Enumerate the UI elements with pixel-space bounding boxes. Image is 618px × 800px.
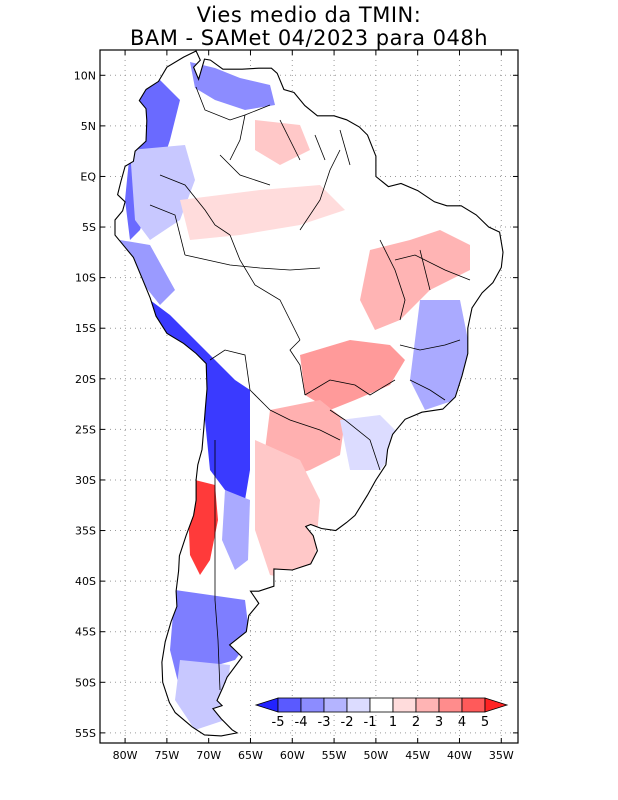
lon-label: 40W <box>447 749 472 762</box>
lat-label: 10N <box>74 69 96 82</box>
lat-label: 20S <box>75 373 96 386</box>
colorbar-label: 3 <box>435 715 443 730</box>
lat-label: EQ <box>80 170 96 183</box>
argentina-warm <box>255 440 320 580</box>
lat-label: 25S <box>75 423 96 436</box>
colorbar-label: -2 <box>341 715 354 730</box>
lon-label: 60W <box>280 749 305 762</box>
colorbar-arrow-low <box>254 697 279 713</box>
colorbar-segment <box>323 697 348 713</box>
colorbar: -5 -4 -3 -2 -1 1 2 3 4 5 <box>254 697 509 730</box>
lon-label: 65W <box>238 749 263 762</box>
colorbar-segment <box>392 697 417 713</box>
colorbar-label: 4 <box>458 715 466 730</box>
lat-label: 45S <box>75 626 96 639</box>
lat-label: 40S <box>75 575 96 588</box>
lon-label: 55W <box>322 749 347 762</box>
lat-label: 30S <box>75 474 96 487</box>
map-frame <box>99 49 519 744</box>
colorbar-segment <box>277 697 302 713</box>
lon-label: 80W <box>113 749 138 762</box>
lon-label: 45W <box>405 749 430 762</box>
longitude-labels: 80W 75W 70W 65W 60W 55W 50W 45W 40W 35W <box>113 749 514 762</box>
colorbar-segment <box>346 697 371 713</box>
latitude-labels: 10N 5N EQ 5S 10S 15S 20S 25S 30S 35S 40S 45S 50S 55S <box>74 69 97 740</box>
venezuela-cold-bias <box>190 62 275 110</box>
colorbar-label: 5 <box>481 715 489 730</box>
amazon-light-warm <box>180 185 345 240</box>
peru-coast-mixed <box>120 240 175 305</box>
lat-label: 35S <box>75 525 96 538</box>
lon-label: 50W <box>363 749 388 762</box>
colorbar-label: -1 <box>364 715 377 730</box>
colombia-light-cold <box>130 145 195 240</box>
bias-field <box>118 62 470 730</box>
colorbar-label: -4 <box>295 715 308 730</box>
guiana-warm <box>255 120 310 165</box>
brazil-east-cold <box>410 300 470 410</box>
colorbar-label: -3 <box>318 715 331 730</box>
lon-label: 75W <box>154 749 179 762</box>
colorbar-segment <box>415 697 440 713</box>
colorbar-label: -5 <box>272 715 285 730</box>
chart-title-line1: Vies medio da TMIN: <box>196 3 422 27</box>
lon-label: 70W <box>196 749 221 762</box>
colorbar-segment <box>438 697 463 713</box>
colorbar-segment <box>461 697 486 713</box>
colorbar-segment <box>300 697 325 713</box>
argentina-west-cold <box>222 490 250 570</box>
lon-label: 35W <box>489 749 514 762</box>
chart-title-line2: BAM - SAMet 04/2023 para 048h <box>129 26 489 50</box>
brazil-central-warm <box>300 340 405 410</box>
lat-label: 55S <box>75 727 96 740</box>
lat-label: 50S <box>75 676 96 689</box>
lat-label: 5S <box>82 221 96 234</box>
lat-label: 10S <box>75 272 96 285</box>
lat-label: 5N <box>81 120 96 133</box>
colorbar-label: 2 <box>412 715 420 730</box>
axis-ticks <box>100 50 518 743</box>
coastline <box>114 50 504 737</box>
lat-label: 15S <box>75 322 96 335</box>
colorbar-arrow-high <box>484 697 509 713</box>
country-borders <box>149 86 471 691</box>
colorbar-label: 1 <box>389 715 397 730</box>
colorbar-segment <box>369 697 394 713</box>
